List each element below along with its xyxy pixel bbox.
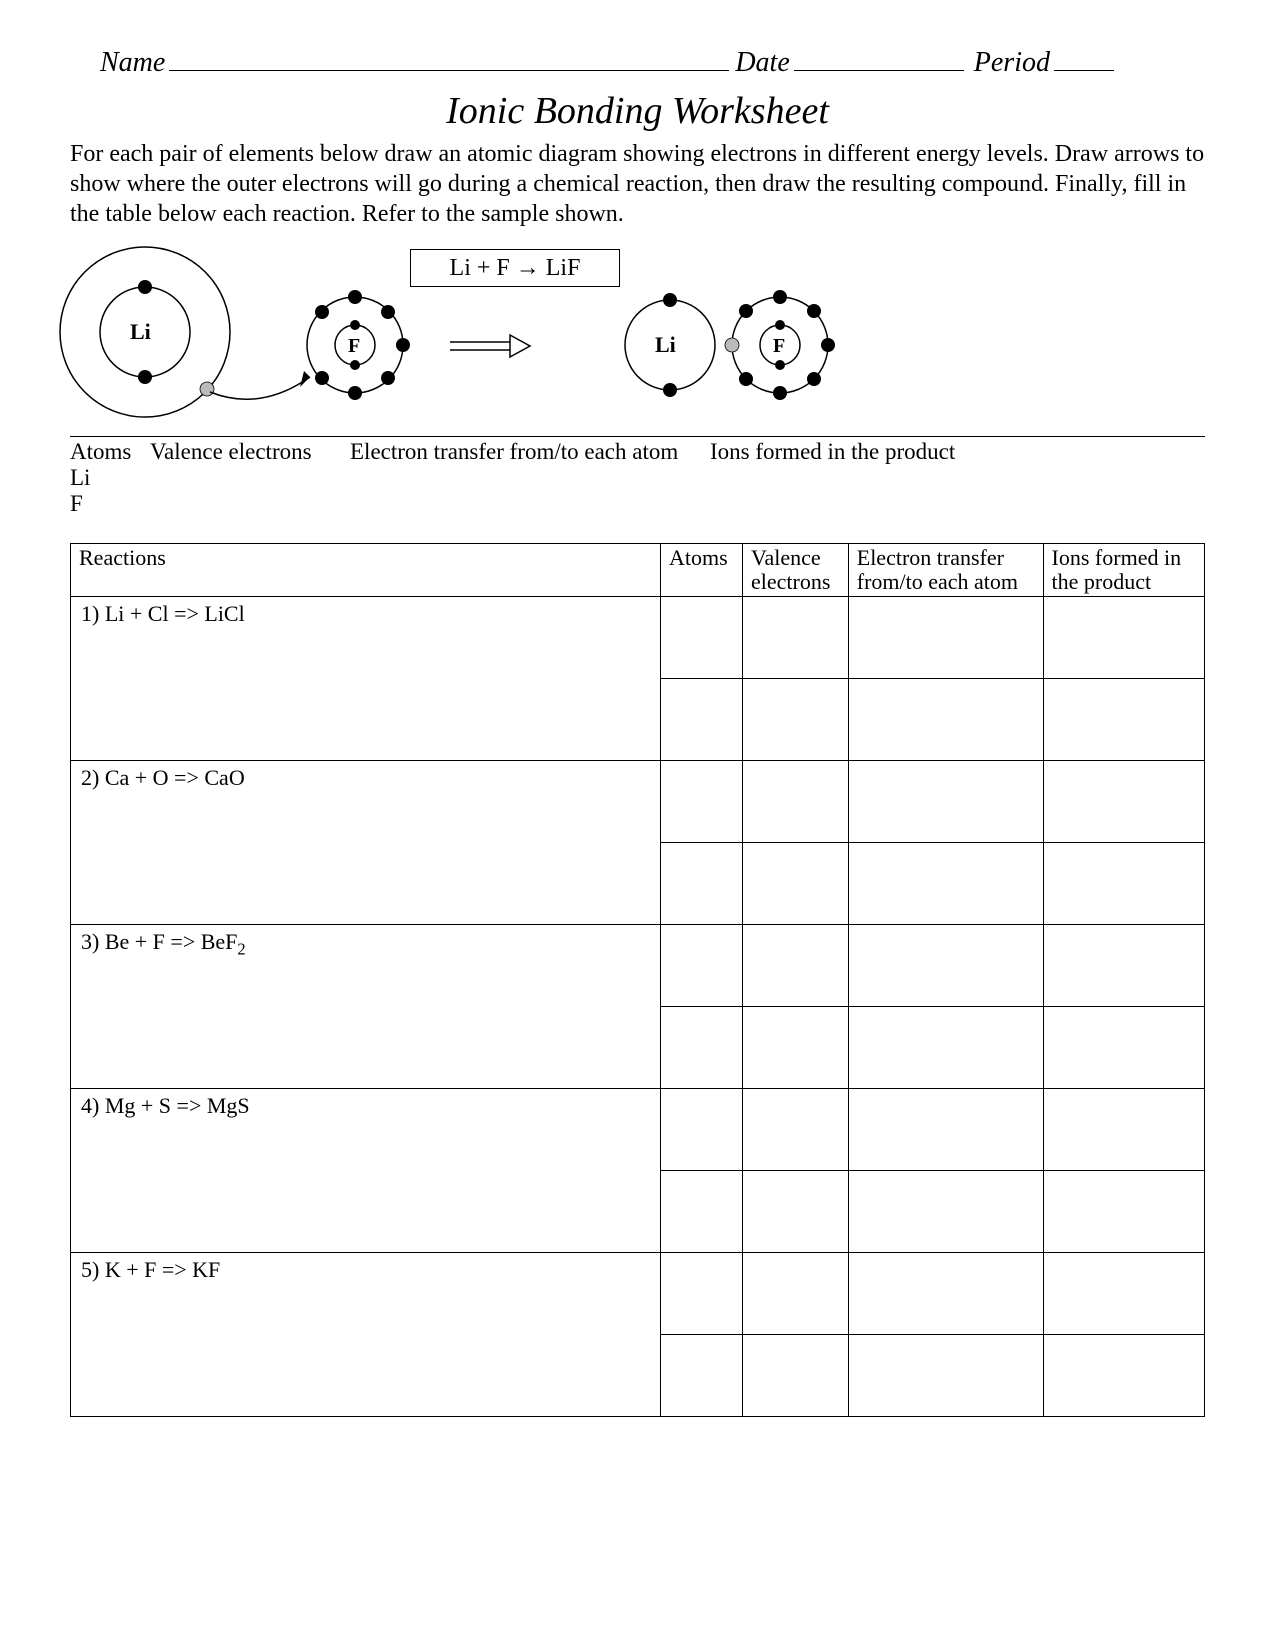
blank-cell[interactable] bbox=[848, 597, 1043, 679]
name-blank[interactable] bbox=[169, 40, 729, 71]
blank-cell[interactable] bbox=[1043, 1007, 1204, 1089]
blank-cell[interactable] bbox=[1043, 597, 1204, 679]
blank-cell[interactable] bbox=[848, 843, 1043, 925]
blank-cell[interactable] bbox=[660, 1171, 742, 1253]
svg-text:F: F bbox=[773, 335, 785, 357]
blank-cell[interactable] bbox=[848, 761, 1043, 843]
blank-cell[interactable] bbox=[660, 1253, 742, 1335]
blank-cell[interactable] bbox=[848, 1171, 1043, 1253]
li-atom: Li bbox=[60, 247, 230, 417]
sample-labels: Atoms Valence electrons Electron transfe… bbox=[70, 439, 1205, 517]
blank-cell[interactable] bbox=[743, 679, 849, 761]
reaction-cell[interactable]: 3) Be + F => BeF2 bbox=[71, 925, 661, 1089]
table-header-row: Reactions Atoms Valence electrons Electr… bbox=[71, 543, 1205, 596]
sample-atom-f: F bbox=[70, 491, 1205, 517]
label-ions: Ions formed in the product bbox=[710, 439, 955, 465]
sample-diagram: Li + F → LiF Li F bbox=[70, 237, 1205, 437]
blank-cell[interactable] bbox=[660, 679, 742, 761]
blank-cell[interactable] bbox=[848, 1007, 1043, 1089]
name-label: Name bbox=[100, 47, 165, 79]
blank-cell[interactable] bbox=[848, 1335, 1043, 1417]
reaction-cell[interactable]: 4) Mg + S => MgS bbox=[71, 1089, 661, 1253]
blank-cell[interactable] bbox=[660, 1335, 742, 1417]
label-transfer: Electron transfer from/to each atom bbox=[350, 439, 710, 465]
th-ions: Ions formed in the product bbox=[1043, 543, 1204, 596]
blank-cell[interactable] bbox=[1043, 1335, 1204, 1417]
atom-diagram-svg: Li F bbox=[10, 237, 1130, 437]
blank-cell[interactable] bbox=[1043, 761, 1204, 843]
th-reactions: Reactions bbox=[71, 543, 661, 596]
blank-cell[interactable] bbox=[660, 843, 742, 925]
blank-cell[interactable] bbox=[743, 597, 849, 679]
table-row: 3) Be + F => BeF2 bbox=[71, 925, 1205, 1007]
th-atoms: Atoms bbox=[660, 543, 742, 596]
blank-cell[interactable] bbox=[743, 843, 849, 925]
blank-cell[interactable] bbox=[1043, 1089, 1204, 1171]
blank-cell[interactable] bbox=[1043, 679, 1204, 761]
blank-cell[interactable] bbox=[660, 597, 742, 679]
worksheet-page: Name Date Period Ionic Bonding Worksheet… bbox=[0, 0, 1275, 1651]
f-atom: F bbox=[307, 290, 410, 400]
table-body: 1) Li + Cl => LiCl2) Ca + O => CaO3) Be … bbox=[71, 597, 1205, 1417]
date-label: Date bbox=[735, 47, 789, 79]
label-valence: Valence electrons bbox=[150, 439, 350, 465]
table-row: 1) Li + Cl => LiCl bbox=[71, 597, 1205, 679]
svg-text:Li: Li bbox=[655, 332, 676, 357]
table-row: 4) Mg + S => MgS bbox=[71, 1089, 1205, 1171]
th-transfer: Electron transfer from/to each atom bbox=[848, 543, 1043, 596]
svg-text:F: F bbox=[348, 335, 360, 357]
table-row: 5) K + F => KF bbox=[71, 1253, 1205, 1335]
blank-cell[interactable] bbox=[660, 761, 742, 843]
header-line: Name Date Period bbox=[70, 40, 1205, 83]
reaction-cell[interactable]: 2) Ca + O => CaO bbox=[71, 761, 661, 925]
blank-cell[interactable] bbox=[848, 1089, 1043, 1171]
blank-cell[interactable] bbox=[660, 1007, 742, 1089]
li-ion: Li bbox=[625, 293, 715, 397]
blank-cell[interactable] bbox=[848, 925, 1043, 1007]
instructions-text: For each pair of elements below draw an … bbox=[70, 139, 1205, 229]
blank-cell[interactable] bbox=[743, 1171, 849, 1253]
blank-cell[interactable] bbox=[743, 1335, 849, 1417]
blank-cell[interactable] bbox=[660, 925, 742, 1007]
period-blank[interactable] bbox=[1054, 40, 1114, 71]
f-ion: F bbox=[725, 290, 835, 400]
subscript: 2 bbox=[237, 940, 245, 959]
blank-cell[interactable] bbox=[743, 925, 849, 1007]
blank-cell[interactable] bbox=[1043, 843, 1204, 925]
svg-text:Li: Li bbox=[130, 319, 151, 344]
period-label: Period bbox=[974, 47, 1050, 79]
blank-cell[interactable] bbox=[1043, 1253, 1204, 1335]
reaction-cell[interactable]: 1) Li + Cl => LiCl bbox=[71, 597, 661, 761]
reaction-arrow bbox=[450, 335, 530, 357]
blank-cell[interactable] bbox=[1043, 925, 1204, 1007]
reactions-table: Reactions Atoms Valence electrons Electr… bbox=[70, 543, 1205, 1417]
sample-atom-li: Li bbox=[70, 465, 1205, 491]
date-blank[interactable] bbox=[794, 40, 964, 71]
blank-cell[interactable] bbox=[743, 1007, 849, 1089]
blank-cell[interactable] bbox=[660, 1089, 742, 1171]
blank-cell[interactable] bbox=[743, 1089, 849, 1171]
worksheet-title: Ionic Bonding Worksheet bbox=[70, 89, 1205, 133]
label-atoms: Atoms bbox=[70, 439, 150, 465]
blank-cell[interactable] bbox=[743, 1253, 849, 1335]
th-valence: Valence electrons bbox=[743, 543, 849, 596]
reaction-cell[interactable]: 5) K + F => KF bbox=[71, 1253, 661, 1417]
blank-cell[interactable] bbox=[743, 761, 849, 843]
blank-cell[interactable] bbox=[848, 1253, 1043, 1335]
table-row: 2) Ca + O => CaO bbox=[71, 761, 1205, 843]
blank-cell[interactable] bbox=[1043, 1171, 1204, 1253]
blank-cell[interactable] bbox=[848, 679, 1043, 761]
